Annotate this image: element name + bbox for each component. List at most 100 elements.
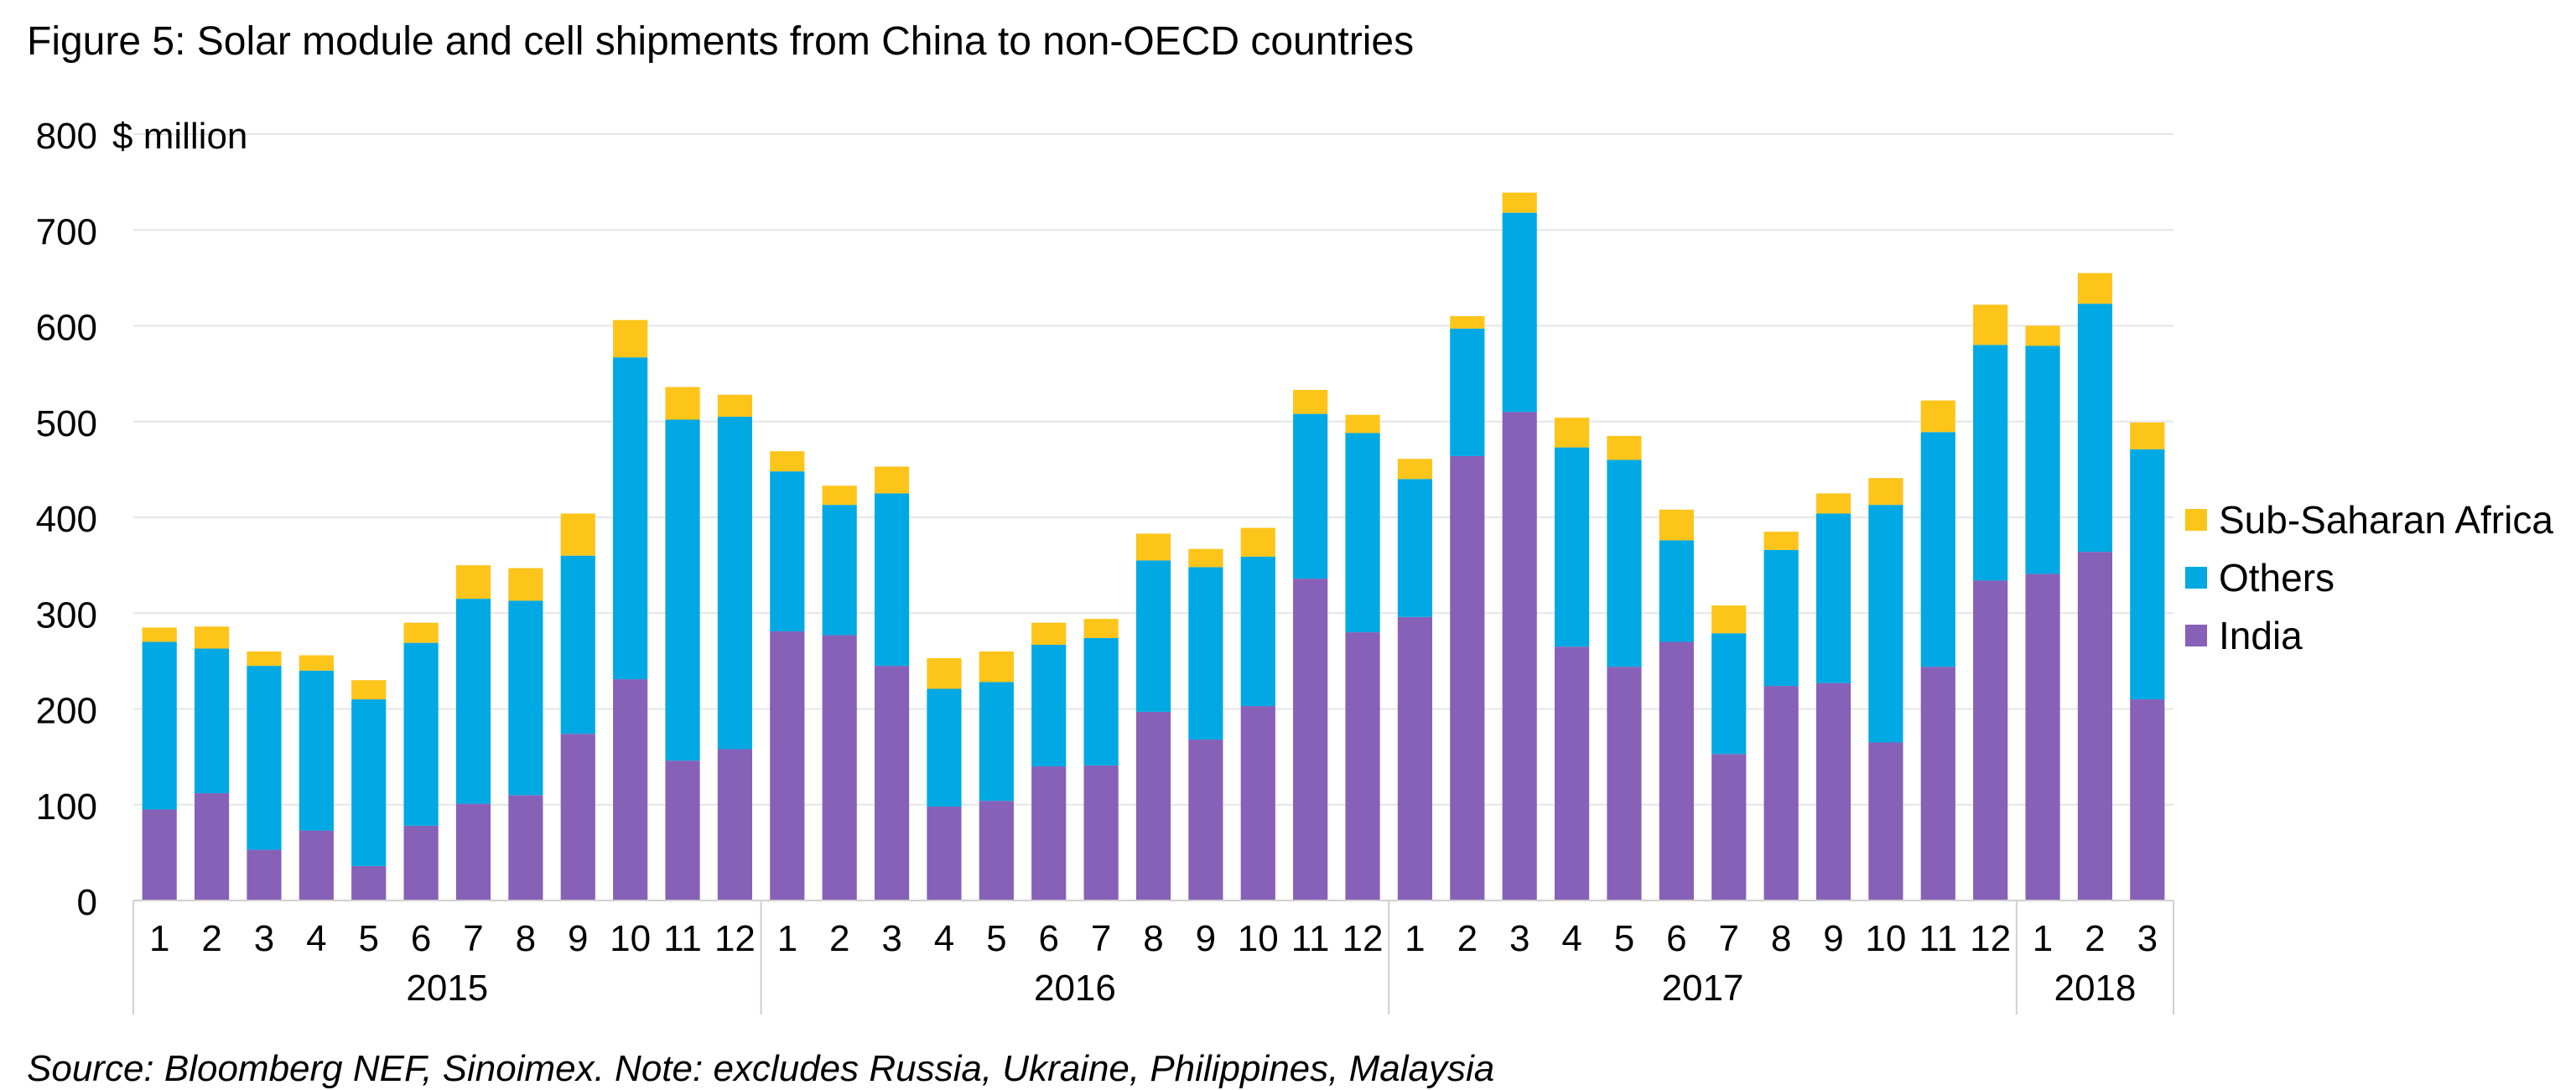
bar-india — [770, 631, 805, 901]
bar-others — [2025, 345, 2060, 574]
year-label: 2017 — [1662, 968, 1744, 1009]
bar-others — [1815, 513, 1852, 683]
bar-sub-saharan-africa — [1502, 192, 1537, 213]
x-tick-label: 10 — [610, 918, 651, 959]
bar-sub-saharan-africa — [247, 651, 282, 667]
y-tick-label: 500 — [36, 403, 97, 444]
bar-sub-saharan-africa — [1397, 459, 1433, 480]
bar-others — [1240, 556, 1275, 707]
bar-sub-saharan-africa — [1240, 527, 1275, 557]
bar-sub-saharan-africa — [1450, 316, 1485, 329]
bar-india — [979, 801, 1014, 901]
bar-sub-saharan-africa — [822, 485, 857, 506]
bar-india — [1763, 686, 1799, 901]
x-tick-label: 11 — [1919, 918, 1957, 959]
bar-sub-saharan-africa — [560, 513, 595, 556]
bar-others — [2077, 304, 2113, 553]
bar-others — [299, 670, 334, 831]
bar-india — [1240, 706, 1275, 901]
bar-india — [1554, 646, 1590, 901]
x-tick-label: 4 — [306, 918, 326, 959]
bar-others — [1293, 413, 1328, 579]
bar-sub-saharan-africa — [1920, 400, 1955, 433]
bar-india — [508, 795, 543, 901]
bar-india — [1659, 641, 1694, 901]
bar-india — [1502, 412, 1537, 901]
bar-india — [560, 734, 595, 901]
year-label: 2016 — [1034, 968, 1116, 1009]
bar-sub-saharan-africa — [613, 319, 648, 358]
bar-india — [299, 830, 334, 901]
legend-swatch — [2185, 567, 2207, 589]
bar-india — [1031, 766, 1067, 901]
x-tick-label: 6 — [1666, 918, 1686, 959]
x-tick-label: 8 — [516, 918, 536, 959]
legend-swatch — [2185, 625, 2207, 646]
bar-india — [1345, 632, 1380, 901]
x-tick-label: 3 — [1509, 918, 1530, 959]
bar-others — [560, 555, 595, 734]
bar-others — [1607, 459, 1642, 667]
x-tick-label: 12 — [1970, 918, 2011, 959]
x-tick-label: 2 — [201, 918, 221, 959]
x-tick-label: 8 — [1143, 918, 1163, 959]
x-tick-label: 5 — [358, 918, 378, 959]
bar-sub-saharan-africa — [1083, 619, 1119, 638]
x-tick-label: 2 — [829, 918, 849, 959]
bar-others — [770, 471, 805, 631]
bar-india — [822, 635, 857, 901]
x-tick-label: 1 — [149, 918, 169, 959]
x-tick-label: 10 — [1865, 918, 1906, 959]
bar-others — [247, 666, 282, 850]
bar-india — [1135, 711, 1171, 901]
year-label: 2015 — [406, 968, 488, 1009]
bar-sub-saharan-africa — [142, 627, 177, 642]
x-tick-label: 12 — [714, 918, 756, 959]
x-tick-label: 6 — [1038, 918, 1058, 959]
bar-others — [351, 699, 387, 866]
bar-india — [1083, 765, 1119, 901]
bar-sub-saharan-africa — [1188, 548, 1223, 568]
source-note: Source: Bloomberg NEF, Sinoimex. Note: e… — [27, 1048, 1495, 1089]
bar-india — [665, 760, 700, 901]
bar-india — [927, 807, 962, 901]
bar-others — [1920, 432, 1955, 667]
x-tick-label: 4 — [1561, 918, 1581, 959]
bar-sub-saharan-africa — [1345, 414, 1380, 433]
bar-sub-saharan-africa — [1031, 622, 1067, 645]
bar-sub-saharan-africa — [665, 387, 700, 420]
bar-india — [2130, 699, 2165, 901]
bar-others — [1502, 212, 1537, 413]
bar-india — [247, 849, 282, 901]
bar-india — [874, 666, 910, 901]
bar-others — [1188, 567, 1223, 740]
bar-others — [1031, 644, 1067, 767]
bar-india — [351, 865, 387, 901]
legend-label: Sub-Saharan Africa — [2219, 498, 2553, 542]
bar-india — [1607, 667, 1642, 901]
bar-india — [717, 749, 753, 901]
chart-title: Figure 5: Solar module and cell shipment… — [27, 19, 1415, 64]
bar-others — [1659, 540, 1694, 642]
bar-sub-saharan-africa — [299, 655, 334, 671]
legend: Sub-Saharan Africa Others India — [2185, 498, 2553, 657]
bar-others — [1711, 633, 1747, 755]
x-tick-label: 6 — [411, 918, 431, 959]
bar-sub-saharan-africa — [1659, 509, 1694, 541]
bar-india — [1973, 580, 2008, 901]
bar-others — [1973, 345, 2008, 581]
bar-india — [194, 793, 230, 901]
bars — [142, 192, 2165, 901]
bar-india — [455, 803, 491, 901]
x-tick-label: 3 — [881, 918, 901, 959]
bar-sub-saharan-africa — [1607, 435, 1642, 460]
bar-sub-saharan-africa — [194, 626, 230, 649]
y-tick-label: 300 — [36, 594, 97, 636]
bar-others — [455, 599, 491, 804]
bar-sub-saharan-africa — [2025, 325, 2060, 346]
bar-sub-saharan-africa — [1763, 532, 1799, 550]
x-tick-label: 12 — [1343, 918, 1384, 959]
bar-others — [1397, 479, 1433, 617]
bar-others — [1868, 505, 1903, 743]
